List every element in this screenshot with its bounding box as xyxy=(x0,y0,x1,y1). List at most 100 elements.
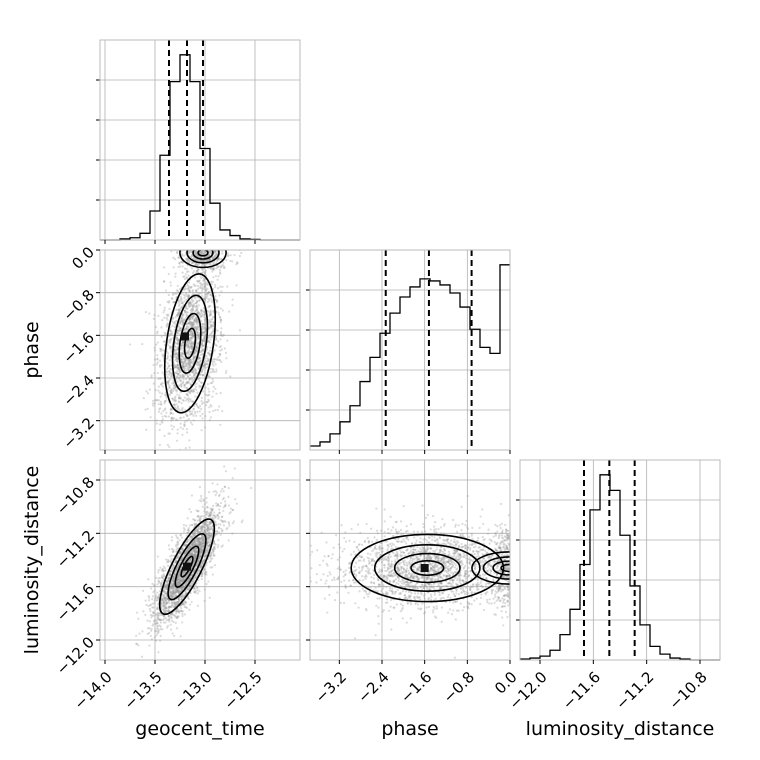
sample-point xyxy=(192,334,195,337)
sample-point xyxy=(193,319,196,322)
sample-point xyxy=(175,390,178,393)
sample-point xyxy=(180,317,183,320)
sample-point xyxy=(164,599,168,602)
sample-point xyxy=(194,591,197,594)
sample-point xyxy=(179,550,182,553)
sample-point xyxy=(169,284,173,287)
sample-point xyxy=(176,579,179,582)
sample-point xyxy=(188,317,191,320)
sample-point xyxy=(209,304,212,308)
sample-point xyxy=(229,259,232,263)
sample-point xyxy=(186,393,189,396)
sample-point xyxy=(203,363,206,366)
sample-point xyxy=(194,575,197,579)
sample-point xyxy=(164,597,167,600)
sample-point xyxy=(173,363,176,367)
sample-point xyxy=(186,373,189,377)
sample-point xyxy=(195,318,199,321)
sample-point xyxy=(207,399,210,403)
sample-point xyxy=(173,403,176,406)
sample-point xyxy=(188,348,191,351)
sample-point xyxy=(208,358,211,361)
sample-point xyxy=(203,364,206,367)
sample-point xyxy=(162,590,165,593)
sample-point xyxy=(207,491,211,494)
sample-point xyxy=(197,337,200,340)
sample-point xyxy=(208,533,211,536)
sample-point xyxy=(191,348,194,351)
sample-point xyxy=(199,527,202,530)
sample-point xyxy=(153,589,156,592)
sample-point xyxy=(217,517,220,520)
sample-point xyxy=(170,593,173,596)
sample-point xyxy=(199,563,203,566)
sample-point xyxy=(170,591,173,594)
sample-point xyxy=(219,271,222,274)
sample-point xyxy=(175,536,178,539)
sample-point xyxy=(206,300,209,304)
sample-point xyxy=(190,253,193,257)
sample-point xyxy=(190,545,193,549)
sample-point xyxy=(195,301,198,305)
sample-point xyxy=(185,549,188,552)
sample-point xyxy=(172,266,175,269)
sample-point xyxy=(200,310,203,313)
sample-point xyxy=(157,595,160,598)
sample-point xyxy=(199,405,202,408)
sample-point xyxy=(184,365,187,368)
sample-point xyxy=(176,329,179,332)
sample-point xyxy=(177,256,180,259)
sample-point xyxy=(196,325,199,328)
sample-point xyxy=(181,353,184,356)
sample-point xyxy=(218,358,221,362)
sample-point xyxy=(177,366,180,370)
sample-point xyxy=(159,347,162,350)
sample-point xyxy=(205,289,208,293)
sample-point xyxy=(209,309,212,312)
sample-point xyxy=(149,603,152,606)
sample-point xyxy=(205,354,208,358)
sample-point xyxy=(178,591,181,594)
sample-point xyxy=(173,591,176,595)
sample-point xyxy=(196,279,199,283)
sample-point xyxy=(172,578,175,581)
sample-point xyxy=(205,573,208,576)
sample-point xyxy=(170,558,173,561)
sample-point xyxy=(176,284,179,288)
sample-point xyxy=(187,529,190,532)
sample-point xyxy=(178,562,181,565)
sample-point xyxy=(177,581,180,584)
sample-point xyxy=(172,590,175,593)
sample-point xyxy=(188,336,192,339)
sample-point xyxy=(216,546,219,549)
sample-point xyxy=(201,344,205,348)
sample-point xyxy=(142,396,145,400)
sample-point xyxy=(186,548,189,551)
sample-point xyxy=(166,362,169,365)
sample-point xyxy=(187,560,190,564)
sample-point xyxy=(183,289,186,292)
sample-point xyxy=(170,417,173,420)
sample-point xyxy=(179,322,182,325)
sample-point xyxy=(224,503,227,506)
sample-point xyxy=(165,587,168,590)
sample-point xyxy=(213,255,216,258)
sample-point xyxy=(211,330,215,333)
sample-point xyxy=(191,369,195,372)
sample-point xyxy=(179,346,182,349)
sample-point xyxy=(169,337,173,341)
sample-point xyxy=(158,624,161,627)
sample-point xyxy=(196,318,199,322)
sample-point xyxy=(194,551,197,555)
sample-point xyxy=(201,349,204,352)
sample-point xyxy=(163,340,166,343)
sample-point xyxy=(206,282,209,285)
sample-point xyxy=(231,522,235,525)
sample-point xyxy=(208,390,211,393)
sample-point xyxy=(158,581,161,584)
sample-point xyxy=(215,254,218,257)
sample-point xyxy=(153,402,156,405)
sample-point xyxy=(185,351,188,354)
sample-point xyxy=(171,613,175,617)
sample-point xyxy=(186,606,189,610)
